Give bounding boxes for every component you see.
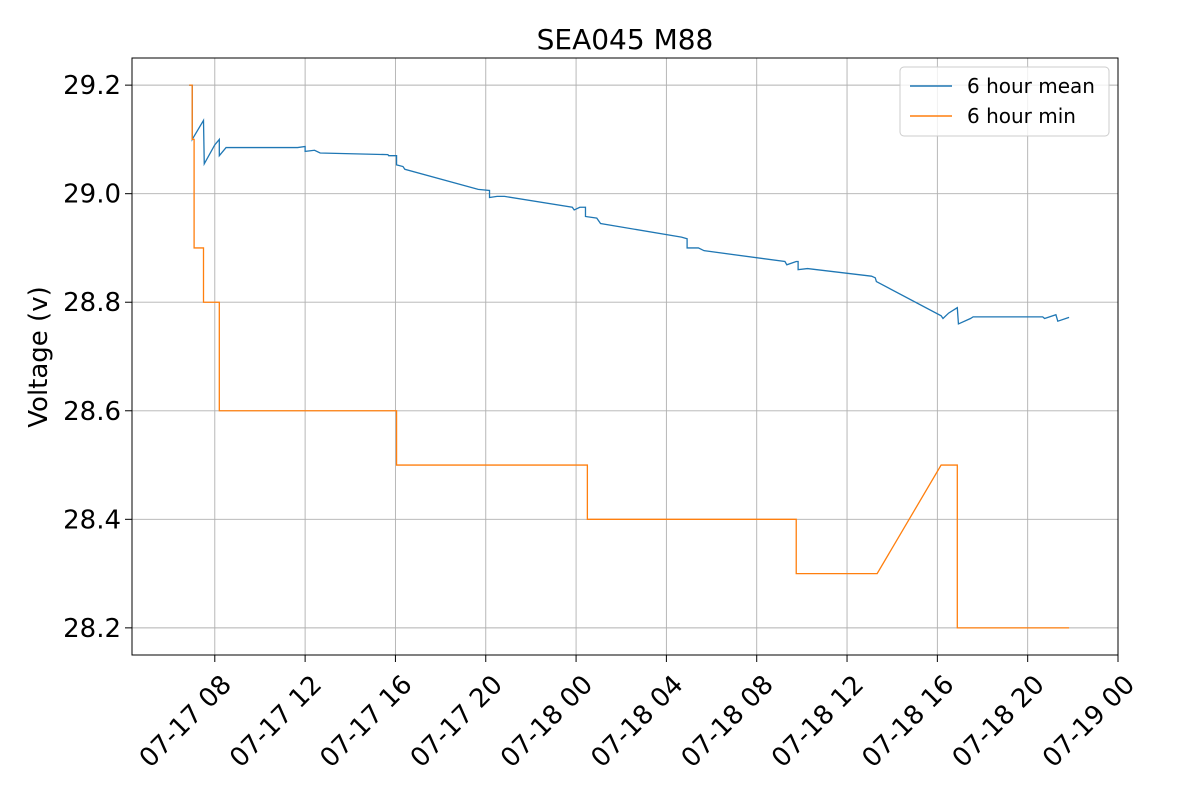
legend-label-min: 6 hour min <box>967 104 1076 128</box>
y-tick-label: 28.2 <box>63 614 121 644</box>
y-axis-ticks: 28.2 28.4 28.6 28.8 29.0 29.2 <box>63 71 132 644</box>
series-layer <box>189 84 1070 629</box>
y-tick-label: 29.2 <box>63 71 121 101</box>
y-axis-label: Voltage (v) <box>24 286 54 427</box>
legend-label-mean: 6 hour mean <box>967 74 1095 98</box>
chart-title: SEA045 M88 <box>537 23 714 56</box>
series-line-0 <box>189 84 1070 325</box>
plot-frame <box>131 57 1119 656</box>
y-tick-label: 28.4 <box>63 505 121 535</box>
legend: 6 hour mean 6 hour min <box>899 66 1110 137</box>
y-tick-label: 29.0 <box>63 180 121 210</box>
y-tick-label: 28.8 <box>63 288 121 318</box>
legend-box <box>899 66 1110 137</box>
y-tick-label: 28.6 <box>63 397 121 427</box>
series-line-1 <box>189 84 1070 629</box>
